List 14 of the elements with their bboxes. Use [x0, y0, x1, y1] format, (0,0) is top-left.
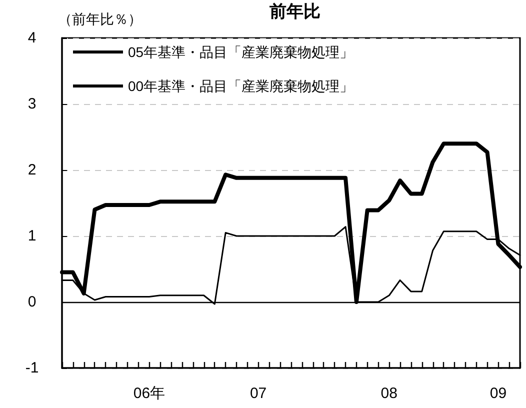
y-axis-title: （前年比％）: [58, 11, 142, 27]
y-tick-label: 1: [28, 228, 36, 244]
y-tick-label: 0: [28, 294, 36, 310]
y-tick-label: 3: [28, 96, 36, 112]
legend-label: 05年基準・品目「産業廃棄物処理」: [128, 44, 354, 60]
x-tick-label: 06年: [133, 385, 166, 402]
x-tick-label: 09: [490, 385, 507, 402]
y-tick-label: -1: [25, 360, 39, 376]
chart-title: 前年比: [268, 2, 320, 21]
y-tick-label: 4: [28, 30, 36, 46]
y-tick-label: 2: [28, 162, 36, 178]
x-tick-label: 08: [380, 385, 398, 402]
x-tick-label: 07: [250, 385, 267, 402]
legend-label: 00年基準・品目「産業廃棄物処理」: [128, 78, 354, 94]
